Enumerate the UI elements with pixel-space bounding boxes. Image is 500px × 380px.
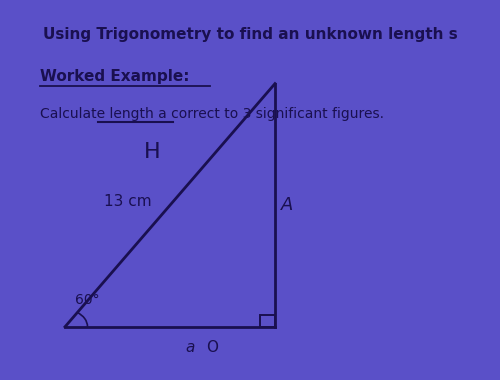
Bar: [260, 315, 275, 327]
Text: Using Trigonometry to find an unknown length s: Using Trigonometry to find an unknown le…: [42, 27, 458, 42]
Text: O: O: [206, 340, 218, 355]
Text: Worked Example:: Worked Example:: [40, 68, 190, 84]
Text: a: a: [186, 340, 194, 355]
Text: A: A: [282, 196, 294, 214]
Text: H: H: [144, 142, 161, 162]
Text: Calculate length a correct to 3 significant figures.: Calculate length a correct to 3 signific…: [40, 107, 384, 121]
Text: 13 cm: 13 cm: [104, 194, 152, 209]
Text: 60°: 60°: [75, 293, 100, 307]
